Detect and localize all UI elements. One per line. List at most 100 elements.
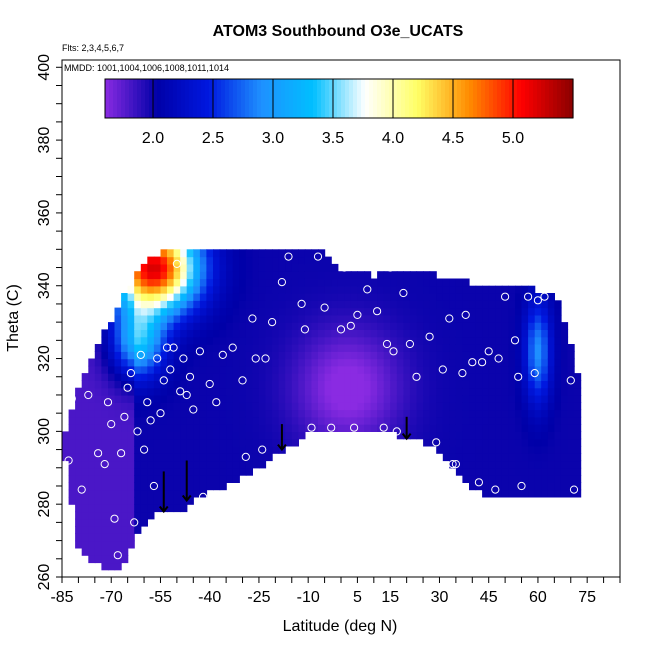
field-cell xyxy=(482,351,490,360)
field-cell xyxy=(167,460,175,469)
field-cell xyxy=(455,431,464,440)
field-cell xyxy=(423,271,431,280)
colorbar-strip xyxy=(293,79,298,118)
field-cell xyxy=(488,380,496,389)
field-cell xyxy=(298,402,306,411)
field-cell xyxy=(560,424,569,432)
field-cell xyxy=(258,285,267,294)
field-cell xyxy=(508,467,516,476)
field-cell xyxy=(272,445,280,454)
field-cell xyxy=(199,482,208,491)
field-cell xyxy=(560,395,569,403)
field-cell xyxy=(350,314,358,323)
field-cell xyxy=(245,351,253,360)
field-cell xyxy=(121,547,129,556)
field-cell xyxy=(337,424,345,432)
field-cell xyxy=(193,249,201,258)
field-cell xyxy=(528,307,536,316)
field-cell xyxy=(114,373,122,381)
field-cell xyxy=(521,467,529,476)
field-cell xyxy=(298,365,306,374)
field-cell xyxy=(186,416,194,425)
field-cell xyxy=(239,351,247,360)
field-cell xyxy=(232,336,240,345)
field-cell xyxy=(383,395,391,403)
field-cell xyxy=(160,314,168,323)
field-cell xyxy=(541,438,549,447)
sample-point xyxy=(514,372,523,381)
field-cell xyxy=(134,460,142,469)
field-cell xyxy=(409,431,418,440)
sample-point xyxy=(212,398,221,407)
field-cell xyxy=(567,416,575,425)
field-cell xyxy=(560,402,569,411)
sample-point xyxy=(405,339,414,349)
field-cell xyxy=(258,307,267,316)
field-cell xyxy=(167,373,175,381)
field-cell xyxy=(180,445,188,454)
field-cell xyxy=(180,278,188,287)
field-cell xyxy=(147,453,155,462)
field-cell xyxy=(554,336,562,345)
field-cell xyxy=(147,373,155,381)
field-cell xyxy=(560,475,569,483)
field-cell xyxy=(186,482,194,491)
field-cell xyxy=(108,387,116,396)
field-cell xyxy=(291,387,299,396)
field-cell xyxy=(147,314,155,323)
field-cell xyxy=(442,278,450,287)
field-cell xyxy=(219,365,227,374)
field-cell xyxy=(147,409,155,418)
field-cell xyxy=(127,322,135,330)
field-cell xyxy=(213,438,221,447)
field-cell xyxy=(508,424,516,432)
field-cell xyxy=(186,387,194,396)
field-cell xyxy=(501,358,509,367)
field-cell xyxy=(298,373,306,381)
field-cell xyxy=(114,336,122,345)
field-cell xyxy=(173,380,181,389)
field-cell xyxy=(232,380,240,389)
field-cell xyxy=(396,387,404,396)
field-cell xyxy=(180,431,188,440)
field-cell xyxy=(265,278,273,287)
field-cell xyxy=(403,373,411,381)
field-cell xyxy=(272,380,280,389)
field-cell xyxy=(147,460,155,469)
colorbar-strip xyxy=(485,79,490,118)
field-cell xyxy=(121,489,129,498)
field-cell xyxy=(219,285,227,294)
field-cell xyxy=(515,424,523,432)
sample-point xyxy=(313,252,323,261)
field-cell xyxy=(75,453,83,462)
field-cell xyxy=(436,329,444,338)
field-cell xyxy=(121,511,129,520)
field-cell xyxy=(304,395,313,403)
field-cell xyxy=(429,271,437,280)
field-cell xyxy=(311,387,319,396)
field-cell xyxy=(541,424,549,432)
field-cell xyxy=(278,278,286,287)
field-cell xyxy=(94,511,102,520)
field-cell xyxy=(534,395,542,403)
field-cell xyxy=(134,307,142,316)
field-cell xyxy=(108,431,116,440)
field-cell xyxy=(147,285,155,294)
field-cell xyxy=(344,416,352,425)
field-cell xyxy=(167,453,175,462)
x-tick-label: 45 xyxy=(480,589,498,606)
field-cell xyxy=(508,351,516,360)
field-cell xyxy=(495,438,503,447)
field-cell xyxy=(567,409,575,418)
field-cell xyxy=(488,314,496,323)
field-cell xyxy=(213,329,221,338)
field-cell xyxy=(180,482,188,491)
field-cell xyxy=(390,329,398,338)
field-cell xyxy=(180,285,188,294)
sample-point xyxy=(382,339,392,349)
field-cell xyxy=(127,496,135,505)
field-cell xyxy=(462,467,470,476)
field-cell xyxy=(180,249,188,258)
field-cell xyxy=(153,314,162,323)
